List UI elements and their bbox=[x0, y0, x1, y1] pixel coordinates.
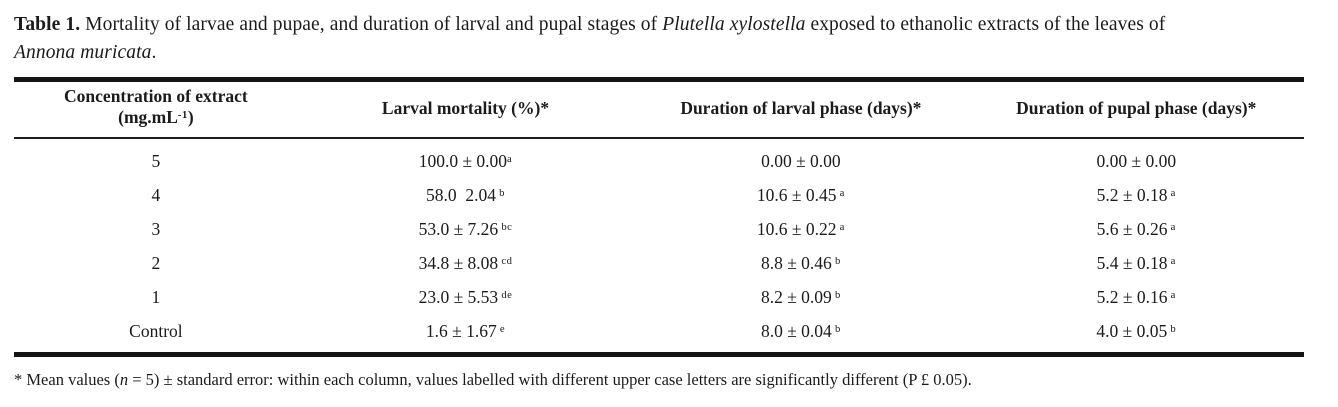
cell-value: 1.6 ± 1.67 bbox=[425, 320, 497, 341]
significance-letter: b bbox=[1167, 322, 1177, 335]
cell-pupal-phase: 5.4 ± 0.18 a bbox=[969, 253, 1304, 274]
table-header-row: Concentration of extract (mg.mL-1) Larval… bbox=[14, 82, 1304, 139]
cell-larval-phase: 8.8 ± 0.46 b bbox=[633, 253, 968, 274]
footnote-n-symbol: n bbox=[119, 370, 129, 389]
cell-value: 10.6 ± 0.22 bbox=[756, 218, 837, 239]
cell-larval-mortality: 58.0 2.04 b bbox=[298, 185, 633, 206]
cell-value: 0.00 ± 0.00 bbox=[761, 150, 841, 171]
cell-larval-mortality: 100.0 ± 0.00a bbox=[298, 151, 633, 172]
cell-value: 100.0 ± 0.00 bbox=[418, 150, 508, 171]
header-concentration-unit: (mg.mL bbox=[118, 107, 178, 127]
significance-letter: b bbox=[495, 186, 505, 199]
table-caption-text-1: Mortality of larvae and pupae, and durat… bbox=[80, 14, 663, 35]
table-body: 5 100.0 ± 0.00a 0.00 ± 0.00 0.00 ± 0.00 … bbox=[14, 139, 1304, 352]
table-row: 3 53.0 ± 7.26 bc 10.6 ± 0.22 a 5.6 ± 0.2… bbox=[14, 212, 1304, 246]
header-pupal-phase: Duration of pupal phase (days)* bbox=[1016, 98, 1257, 118]
table-row: 4 58.0 2.04 b 10.6 ± 0.45 a 5.2 ± 0.18 a bbox=[14, 178, 1304, 212]
cell-larval-mortality: 23.0 ± 5.53 de bbox=[298, 287, 633, 308]
significance-letter: a bbox=[836, 220, 845, 233]
table-caption-label: Table 1. bbox=[14, 14, 81, 35]
significance-letter: cd bbox=[498, 254, 513, 267]
significance-letter: b bbox=[831, 322, 841, 335]
cell-concentration: Control bbox=[129, 320, 183, 341]
table-row: 5 100.0 ± 0.00a 0.00 ± 0.00 0.00 ± 0.00 bbox=[14, 144, 1304, 178]
significance-letter: a bbox=[836, 186, 845, 199]
table-row: 2 34.8 ± 8.08 cd 8.8 ± 0.46 b 5.4 ± 0.18… bbox=[14, 246, 1304, 280]
table-footnote: * Mean values (n = 5) ± standard error: … bbox=[14, 370, 1324, 390]
cell-value: 53.0 ± 7.26 bbox=[418, 218, 499, 239]
significance-letter: a bbox=[1167, 186, 1176, 199]
significance-letter: b bbox=[831, 254, 841, 267]
cell-larval-phase: 0.00 ± 0.00 bbox=[633, 151, 968, 172]
footnote-text-2: = 5) ± standard error: within each colum… bbox=[128, 370, 972, 389]
table-row: Control 1.6 ± 1.67 e 8.0 ± 0.04 b 4.0 ± … bbox=[14, 314, 1304, 348]
cell-concentration: 3 bbox=[151, 218, 161, 239]
cell-concentration: 5 bbox=[151, 150, 161, 171]
cell-larval-phase: 10.6 ± 0.45 a bbox=[633, 185, 968, 206]
cell-pupal-phase: 5.2 ± 0.16 a bbox=[969, 287, 1304, 308]
cell-value: 5.2 ± 0.16 bbox=[1096, 286, 1168, 307]
cell-value: 5.2 ± 0.18 bbox=[1096, 184, 1168, 205]
cell-larval-phase: 8.2 ± 0.09 b bbox=[633, 287, 968, 308]
table-caption-text-3: . bbox=[151, 42, 157, 63]
significance-letter: a bbox=[1167, 254, 1176, 267]
significance-letter: a bbox=[1167, 288, 1176, 301]
cell-larval-phase: 10.6 ± 0.22 a bbox=[633, 219, 968, 240]
cell-value: 5.4 ± 0.18 bbox=[1096, 252, 1168, 273]
footnote-text-1: * Mean values ( bbox=[14, 370, 120, 389]
header-concentration-line1: Concentration of extract bbox=[64, 86, 248, 106]
cell-pupal-phase: 0.00 ± 0.00 bbox=[969, 151, 1304, 172]
header-concentration-unit-close: ) bbox=[187, 107, 194, 127]
significance-letter: a bbox=[507, 152, 513, 165]
table-caption-text-2: exposed to ethanolic extracts of the lea… bbox=[805, 14, 1166, 35]
cell-value: 23.0 ± 5.53 bbox=[418, 286, 499, 307]
significance-letter: bc bbox=[498, 220, 513, 233]
cell-pupal-phase: 5.2 ± 0.18 a bbox=[969, 185, 1304, 206]
table-caption: Table 1. Mortality of larvae and pupae, … bbox=[14, 11, 1316, 67]
header-larval-mortality: Larval mortality (%)* bbox=[381, 98, 550, 118]
cell-larval-mortality: 53.0 ± 7.26 bc bbox=[298, 219, 633, 240]
cell-larval-mortality: 1.6 ± 1.67 e bbox=[298, 321, 633, 342]
mortality-table: Concentration of extract (mg.mL-1) Larval… bbox=[14, 77, 1304, 357]
cell-value: 0.00 ± 0.00 bbox=[1096, 150, 1177, 171]
cell-value: 58.0 2.04 bbox=[425, 184, 496, 205]
significance-letter: e bbox=[496, 322, 506, 335]
significance-letter: b bbox=[831, 288, 841, 301]
cell-value: 5.6 ± 0.26 bbox=[1096, 218, 1168, 239]
cell-concentration: 4 bbox=[151, 184, 161, 205]
table-row: 1 23.0 ± 5.53 de 8.2 ± 0.09 b 5.2 ± 0.16… bbox=[14, 280, 1304, 314]
species-name-annona: Annona muricata bbox=[14, 42, 152, 63]
significance-letter: de bbox=[498, 288, 513, 301]
cell-value: 8.8 ± 0.46 bbox=[760, 252, 832, 273]
cell-pupal-phase: 4.0 ± 0.05 b bbox=[969, 321, 1304, 342]
cell-pupal-phase: 5.6 ± 0.26 a bbox=[969, 219, 1304, 240]
species-name-plutella: Plutella xylostella bbox=[662, 14, 806, 35]
cell-concentration: 1 bbox=[151, 286, 161, 307]
header-concentration-unit-exponent: -1 bbox=[177, 109, 188, 122]
significance-letter: a bbox=[1167, 220, 1176, 233]
cell-value: 4.0 ± 0.05 bbox=[1096, 320, 1168, 341]
header-larval-phase: Duration of larval phase (days)* bbox=[680, 98, 922, 118]
header-concentration: Concentration of extract (mg.mL-1) bbox=[14, 86, 298, 131]
cell-value: 8.0 ± 0.04 bbox=[760, 320, 832, 341]
cell-value: 8.2 ± 0.09 bbox=[760, 286, 832, 307]
cell-value: 10.6 ± 0.45 bbox=[756, 184, 837, 205]
cell-larval-phase: 8.0 ± 0.04 b bbox=[633, 321, 968, 342]
cell-value: 34.8 ± 8.08 bbox=[418, 252, 499, 273]
cell-larval-mortality: 34.8 ± 8.08 cd bbox=[298, 253, 633, 274]
cell-concentration: 2 bbox=[151, 252, 161, 273]
